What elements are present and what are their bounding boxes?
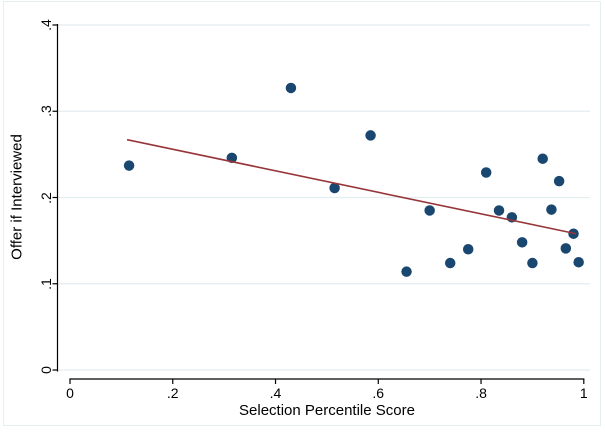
scatter-point xyxy=(401,266,412,277)
scatter-point xyxy=(537,153,548,164)
scatter-point xyxy=(516,237,528,248)
scatter-point xyxy=(123,160,135,171)
scatter-point xyxy=(329,182,340,194)
x-tick-label: 0 xyxy=(66,385,74,401)
scatter-point xyxy=(546,204,557,215)
scatter-point xyxy=(462,244,474,255)
scatter-point xyxy=(493,205,505,216)
fit-line xyxy=(126,138,577,235)
x-tick-label: 1 xyxy=(579,385,588,401)
scatter-point xyxy=(560,243,572,254)
y-tick-label: .3 xyxy=(38,105,54,118)
x-tick-label: .6 xyxy=(372,385,385,401)
scatter-point xyxy=(285,82,297,94)
scatter-point xyxy=(365,130,376,141)
x-tick-label: .4 xyxy=(269,385,282,401)
x-tick-label: .8 xyxy=(475,385,487,401)
scatter-point xyxy=(573,256,584,268)
y-tick-label: .4 xyxy=(38,19,54,31)
y-axis-title: Offer if Interviewed xyxy=(8,134,26,260)
y-tick-label: .2 xyxy=(38,191,54,204)
scatter-point xyxy=(444,257,456,269)
y-tick-label: 0 xyxy=(38,366,54,374)
scatter-point xyxy=(553,175,565,187)
scatter-point xyxy=(480,167,492,178)
x-axis-title: Selection Percentile Score xyxy=(239,402,415,419)
scatter-point xyxy=(527,257,538,269)
y-tick-label: .1 xyxy=(38,277,54,290)
scatter-point xyxy=(424,205,435,216)
x-tick-label: .2 xyxy=(166,385,179,401)
